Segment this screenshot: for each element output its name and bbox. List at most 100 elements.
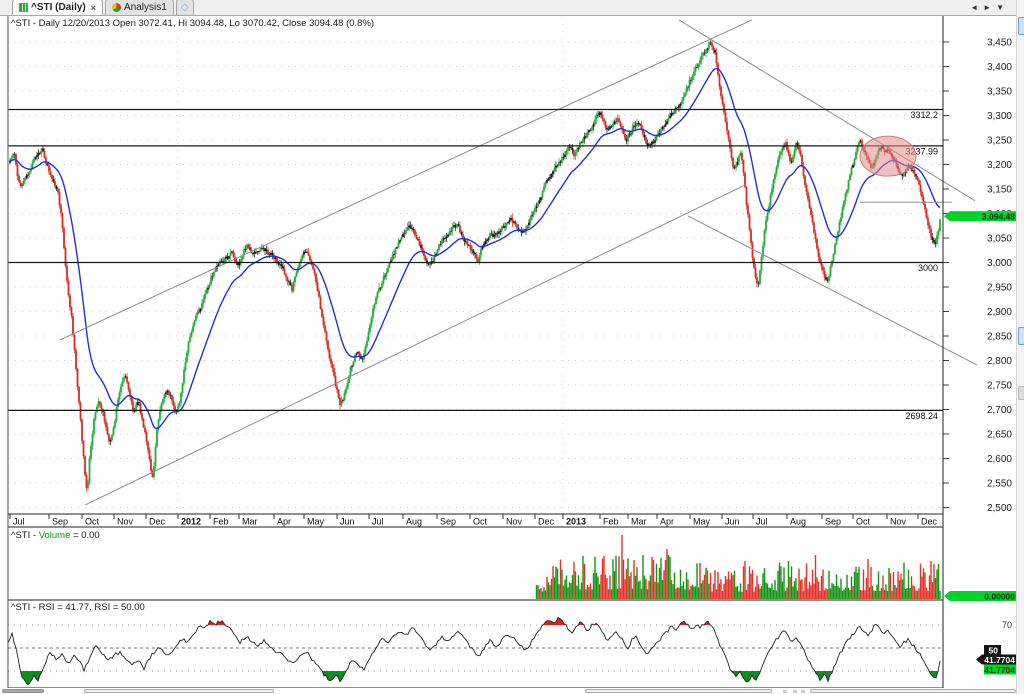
trendline xyxy=(687,215,978,366)
svg-text:3,300: 3,300 xyxy=(987,111,1012,122)
candlestick-chart-icon xyxy=(19,3,28,12)
vertical-scrollbar[interactable] xyxy=(1016,0,1024,694)
svg-text:2,950: 2,950 xyxy=(987,283,1012,294)
volume-header-indicator: Volume xyxy=(38,530,71,541)
svg-text:2012: 2012 xyxy=(181,517,201,527)
hscroll-segment[interactable] xyxy=(84,689,274,693)
svg-text:3,050: 3,050 xyxy=(987,234,1012,245)
svg-text:Sep: Sep xyxy=(825,517,841,527)
tab-sti-daily[interactable]: ^STI (Daily) × xyxy=(12,0,104,15)
svg-text:Nov: Nov xyxy=(506,517,523,527)
tab-bar: ^STI (Daily) × Analysis1 ◇ ◄ ► ▼ xyxy=(0,0,1016,16)
volume-header-value: = 0.00 xyxy=(70,530,100,541)
hscroll-segment[interactable] xyxy=(2,689,44,693)
svg-text:2,550: 2,550 xyxy=(987,479,1012,490)
svg-text:Aug: Aug xyxy=(790,517,806,527)
svg-text:Jul: Jul xyxy=(756,517,768,527)
svg-text:Aug: Aug xyxy=(406,517,422,527)
new-tab-diamond-icon: ◇ xyxy=(180,1,189,13)
svg-text:3,350: 3,350 xyxy=(987,87,1012,98)
svg-text:3,450: 3,450 xyxy=(987,38,1012,49)
svg-text:2,750: 2,750 xyxy=(987,381,1012,392)
svg-text:2,850: 2,850 xyxy=(987,332,1012,343)
svg-text:Jun: Jun xyxy=(340,517,355,527)
svg-text:Sep: Sep xyxy=(52,517,68,527)
price-pane-header: ^STI - Daily 12/20/2013 Open 3072.41, Hi… xyxy=(11,18,374,29)
svg-text:Dec: Dec xyxy=(538,517,555,527)
volume-bars xyxy=(535,535,941,599)
hscroll-segment[interactable] xyxy=(810,689,1016,693)
svg-text:Jul: Jul xyxy=(13,517,25,527)
trendline xyxy=(59,19,753,341)
svg-text:2,600: 2,600 xyxy=(987,454,1012,465)
tab-scroll-right-icon[interactable]: ► xyxy=(983,3,992,12)
tab-label: ^STI (Daily) xyxy=(31,2,86,13)
svg-text:3,150: 3,150 xyxy=(987,185,1012,196)
svg-text:0.00000: 0.00000 xyxy=(984,591,1015,601)
svg-text:2,900: 2,900 xyxy=(987,307,1012,318)
new-tab-button[interactable]: ◇ xyxy=(175,0,194,15)
scrollbar-marker-blue[interactable] xyxy=(1018,327,1024,345)
rsi-header-text: ^STI - RSI = 41.77, RSI = 50.00 xyxy=(11,602,145,613)
rsi-pane-header: ^STI - RSI = 41.77, RSI = 50.00 xyxy=(11,602,145,613)
highlight-ellipse-annotation xyxy=(859,135,917,177)
svg-text:Apr: Apr xyxy=(660,517,674,527)
svg-text:May: May xyxy=(307,517,325,527)
svg-text:Feb: Feb xyxy=(213,517,229,527)
svg-text:Feb: Feb xyxy=(603,517,619,527)
tab-nav-controls: ◄ ► ▼ xyxy=(970,3,1004,12)
svg-text:Dec: Dec xyxy=(921,517,938,527)
svg-text:3,250: 3,250 xyxy=(987,136,1012,147)
svg-text:Mar: Mar xyxy=(631,517,647,527)
svg-text:70: 70 xyxy=(1002,620,1012,630)
close-tab-icon[interactable]: × xyxy=(90,2,97,13)
svg-text:3237.99: 3237.99 xyxy=(905,146,938,156)
volume-pane-header: ^STI - Volume = 0.00 xyxy=(11,530,100,541)
price-header-text: ^STI - Daily 12/20/2013 Open 3072.41, Hi… xyxy=(11,18,375,29)
svg-text:2013: 2013 xyxy=(566,517,586,527)
svg-text:2,700: 2,700 xyxy=(987,405,1012,416)
svg-text:3,200: 3,200 xyxy=(987,160,1012,171)
svg-text:2698.24: 2698.24 xyxy=(905,411,938,421)
svg-text:Jun: Jun xyxy=(725,517,740,527)
hscroll-tick xyxy=(793,690,797,693)
svg-text:Mar: Mar xyxy=(242,517,258,527)
svg-text:Jul: Jul xyxy=(372,517,384,527)
svg-text:Apr: Apr xyxy=(277,517,291,527)
tab-scroll-left-icon[interactable]: ◄ xyxy=(970,3,979,12)
trendline xyxy=(678,19,976,202)
svg-text:3312.2: 3312.2 xyxy=(910,110,938,120)
svg-text:41.7704: 41.7704 xyxy=(984,655,1015,665)
tab-label: Analysis1 xyxy=(124,2,167,13)
hscroll-tick xyxy=(783,690,787,693)
analysis-pie-icon xyxy=(112,3,122,12)
svg-text:3000: 3000 xyxy=(918,263,938,273)
volume-header-prefix: ^STI - xyxy=(11,530,39,541)
vertical-scrollbar-thumb[interactable] xyxy=(1018,17,1024,35)
svg-text:Oct: Oct xyxy=(473,517,488,527)
horizontal-scrollbar[interactable] xyxy=(0,688,1016,694)
hscroll-segment[interactable] xyxy=(585,689,772,693)
svg-text:Oct: Oct xyxy=(856,517,871,527)
hscroll-tick xyxy=(801,690,805,693)
svg-text:50: 50 xyxy=(989,645,999,655)
trendline xyxy=(84,184,746,506)
rsi-line xyxy=(7,616,941,686)
tab-analysis1[interactable]: Analysis1 xyxy=(105,0,174,15)
svg-text:May: May xyxy=(693,517,711,527)
svg-text:Oct: Oct xyxy=(85,517,100,527)
svg-text:Dec: Dec xyxy=(149,517,166,527)
svg-text:2,800: 2,800 xyxy=(987,356,1012,367)
scrollbar-marker-gray[interactable] xyxy=(1018,386,1024,400)
svg-text:3,400: 3,400 xyxy=(987,62,1012,73)
svg-text:3,000: 3,000 xyxy=(987,258,1012,269)
svg-text:Sep: Sep xyxy=(440,517,456,527)
svg-text:Nov: Nov xyxy=(117,517,134,527)
svg-text:2,500: 2,500 xyxy=(987,503,1012,514)
svg-text:41.7704: 41.7704 xyxy=(984,665,1015,675)
svg-text:2,650: 2,650 xyxy=(987,430,1012,441)
tab-list-dropdown-icon[interactable]: ▼ xyxy=(996,3,1004,12)
svg-text:3,094.48: 3,094.48 xyxy=(982,212,1015,222)
